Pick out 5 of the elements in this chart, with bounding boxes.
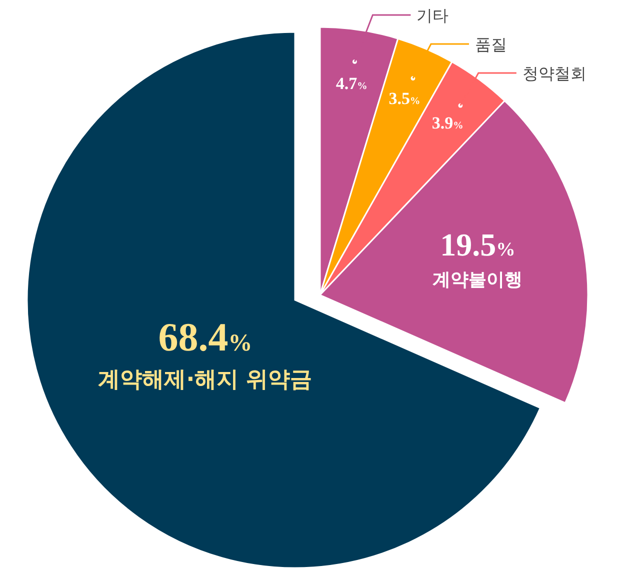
data-label: 3.9% bbox=[432, 114, 464, 133]
slice-label: 품질 bbox=[474, 35, 507, 54]
slice-label: 기타 bbox=[416, 6, 449, 25]
slice-label: 청약철회 bbox=[522, 64, 586, 83]
data-label: 4.7% bbox=[336, 74, 368, 93]
